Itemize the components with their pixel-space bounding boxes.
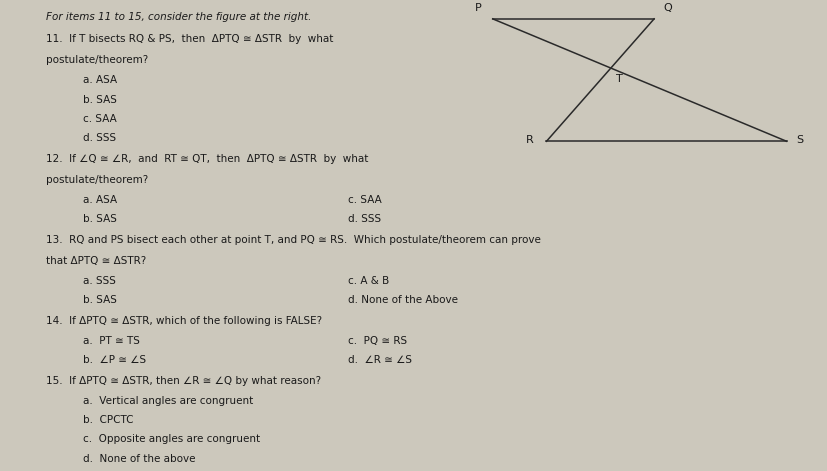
- Text: postulate/theorem?: postulate/theorem?: [45, 175, 147, 185]
- Text: d. SSS: d. SSS: [83, 133, 116, 143]
- Text: 13.  RQ and PS bisect each other at point T, and PQ ≅ RS.  Which postulate/theor: 13. RQ and PS bisect each other at point…: [45, 235, 540, 245]
- Text: b. SAS: b. SAS: [83, 95, 117, 105]
- Text: d. SSS: d. SSS: [347, 214, 380, 224]
- Text: 11.  If T bisects RQ & PS,  then  ΔPTQ ≅ ΔSTR  by  what: 11. If T bisects RQ & PS, then ΔPTQ ≅ ΔS…: [45, 34, 332, 44]
- Text: a. ASA: a. ASA: [83, 75, 117, 85]
- Text: P: P: [474, 3, 480, 14]
- Text: c. A & B: c. A & B: [347, 276, 389, 286]
- Text: a.  Vertical angles are congruent: a. Vertical angles are congruent: [83, 396, 253, 406]
- Text: c.  Opposite angles are congruent: c. Opposite angles are congruent: [83, 434, 260, 444]
- Text: 12.  If ∠Q ≅ ∠R,  and  RT ≅ QT,  then  ΔPTQ ≅ ΔSTR  by  what: 12. If ∠Q ≅ ∠R, and RT ≅ QT, then ΔPTQ ≅…: [45, 154, 367, 164]
- Text: c.  PQ ≅ RS: c. PQ ≅ RS: [347, 336, 406, 346]
- Text: b. SAS: b. SAS: [83, 214, 117, 224]
- Text: Q: Q: [662, 3, 671, 14]
- Text: T: T: [615, 74, 622, 84]
- Text: 14.  If ΔPTQ ≅ ΔSTR, which of the following is FALSE?: 14. If ΔPTQ ≅ ΔSTR, which of the followi…: [45, 316, 321, 326]
- Text: postulate/theorem?: postulate/theorem?: [45, 56, 147, 65]
- Text: d.  ∠R ≅ ∠S: d. ∠R ≅ ∠S: [347, 355, 411, 365]
- Text: b.  CPCTC: b. CPCTC: [83, 415, 133, 425]
- Text: d. None of the Above: d. None of the Above: [347, 295, 457, 305]
- Text: b. SAS: b. SAS: [83, 295, 117, 305]
- Text: a.  PT ≅ TS: a. PT ≅ TS: [83, 336, 140, 346]
- Text: c. SAA: c. SAA: [83, 114, 117, 124]
- Text: 15.  If ΔPTQ ≅ ΔSTR, then ∠R ≅ ∠Q by what reason?: 15. If ΔPTQ ≅ ΔSTR, then ∠R ≅ ∠Q by what…: [45, 376, 320, 386]
- Text: For items 11 to 15, consider the figure at the right.: For items 11 to 15, consider the figure …: [45, 12, 311, 22]
- Text: b.  ∠P ≅ ∠S: b. ∠P ≅ ∠S: [83, 355, 146, 365]
- Text: R: R: [525, 135, 533, 146]
- Text: d.  None of the above: d. None of the above: [83, 454, 195, 463]
- Text: S: S: [796, 135, 802, 146]
- Text: that ΔPTQ ≅ ΔSTR?: that ΔPTQ ≅ ΔSTR?: [45, 256, 146, 266]
- Text: a. ASA: a. ASA: [83, 195, 117, 205]
- Text: a. SSS: a. SSS: [83, 276, 116, 286]
- Text: c. SAA: c. SAA: [347, 195, 381, 205]
